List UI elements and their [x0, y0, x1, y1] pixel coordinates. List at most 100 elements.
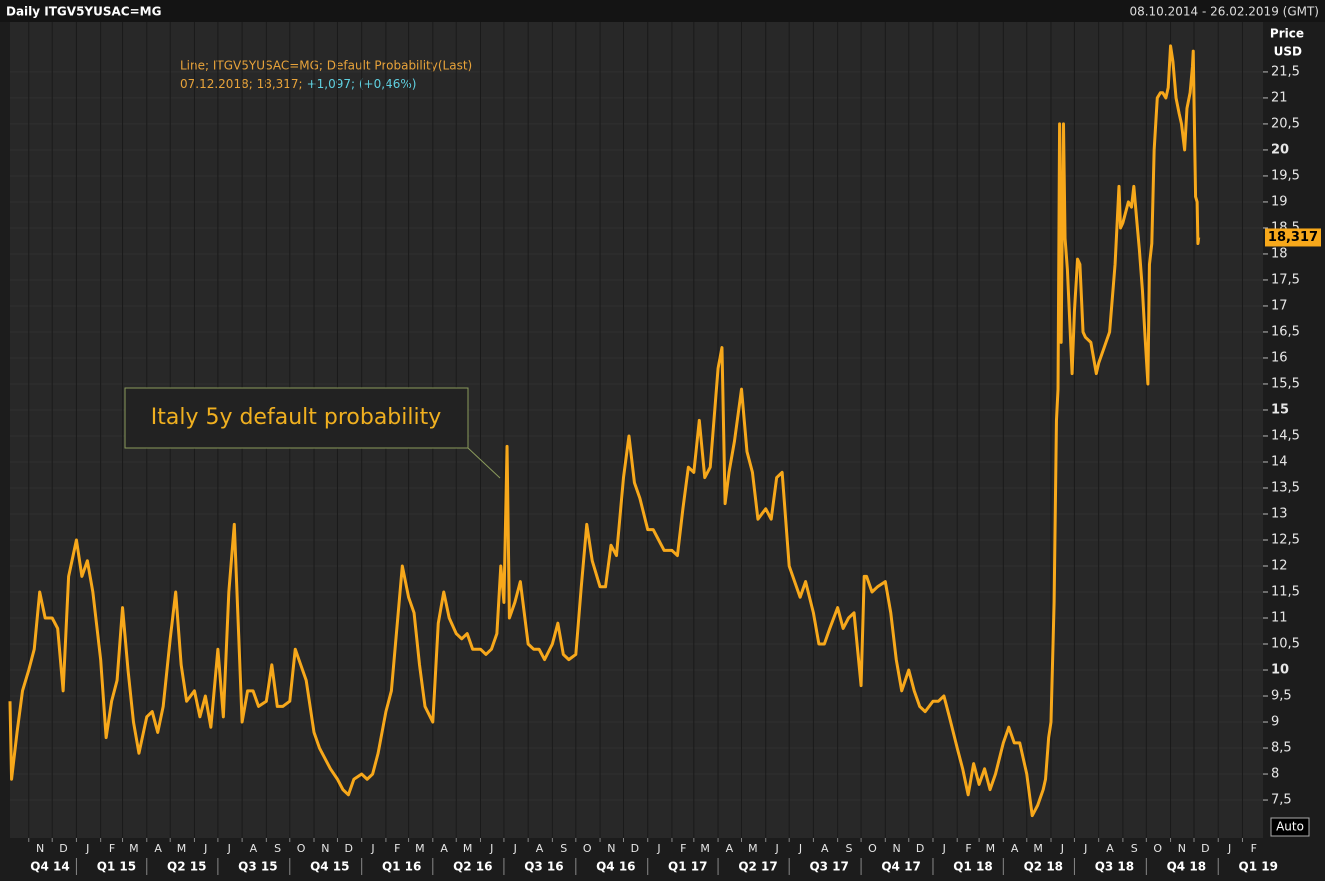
x-tick-label: J	[1060, 842, 1064, 855]
callout-leader	[467, 447, 501, 479]
x-tick-label: M	[415, 842, 425, 855]
y-tick-label: 14,5	[1271, 428, 1300, 443]
x-tick-label: J	[774, 842, 778, 855]
y-tick-label: 19,5	[1271, 168, 1300, 183]
y-axis-label: Price	[1270, 27, 1304, 41]
info-last: 07.12.2018; 18,317;	[180, 77, 303, 91]
y-tick-label: 7,5	[1271, 793, 1292, 808]
x-tick-label: N	[893, 842, 901, 855]
y-tick-label: 13,5	[1271, 480, 1300, 495]
y-tick-label: 10,5	[1271, 637, 1300, 652]
chart-title: Daily ITGV5YUSAC=MG	[6, 5, 161, 19]
x-tick-label: J	[85, 842, 89, 855]
callout-text: Italy 5y default probability	[151, 405, 442, 430]
y-tick-label: 12,5	[1271, 532, 1300, 547]
quarter-label: Q1 19	[1239, 860, 1278, 874]
x-tick-label: M	[463, 842, 473, 855]
date-range: 08.10.2014 - 26.02.2019 (GMT)	[1129, 5, 1319, 19]
info-values: 07.12.2018; 18,317; +1,097; (+0,46%)	[180, 77, 416, 91]
x-tick-label: M	[1033, 842, 1043, 855]
x-tick-label: M	[177, 842, 187, 855]
quarter-label: Q2 17	[738, 860, 777, 874]
quarter-label: Q1 15	[97, 860, 136, 874]
last-value-tag	[1265, 228, 1321, 247]
y-tick-label: 11	[1271, 611, 1288, 626]
x-tick-label: O	[583, 842, 592, 855]
x-tick-label: M	[748, 842, 758, 855]
quarter-label: Q1 17	[668, 860, 707, 874]
x-tick-label: N	[1178, 842, 1186, 855]
y-tick-label: 19	[1271, 194, 1288, 209]
x-tick-label: M	[986, 842, 996, 855]
data-line	[8, 44, 1201, 818]
y-tick-label: 9	[1271, 715, 1279, 730]
y-tick-label: 18	[1271, 246, 1288, 261]
last-value-label: 18,317	[1268, 230, 1318, 245]
y-axis-unit: USD	[1274, 45, 1302, 59]
y-tick-label: 14	[1271, 454, 1288, 469]
x-tick-label: D	[59, 842, 67, 855]
quarter-label: Q2 16	[453, 860, 492, 874]
callout-box	[124, 387, 469, 449]
x-tick-label: S	[845, 842, 852, 855]
x-tick-label: J	[942, 842, 946, 855]
auto-button[interactable]	[1270, 817, 1310, 837]
y-tick-label: 15	[1271, 402, 1289, 417]
y-tick-label: 8	[1271, 767, 1279, 782]
y-tick-label: 10	[1271, 663, 1289, 678]
x-tick-label: F	[1251, 842, 1257, 855]
x-tick-label: J	[1227, 842, 1231, 855]
x-tick-label: J	[370, 842, 374, 855]
x-tick-label: A	[1106, 842, 1114, 855]
x-tick-label: O	[297, 842, 306, 855]
auto-button-label[interactable]: Auto	[1276, 820, 1304, 834]
x-tick-label: O	[1153, 842, 1162, 855]
quarter-label: Q2 18	[1024, 860, 1063, 874]
quarter-label: Q2 15	[167, 860, 206, 874]
quarter-label: Q3 15	[238, 860, 277, 874]
x-tick-label: J	[513, 842, 517, 855]
y-tick-label: 16,5	[1271, 324, 1300, 339]
info-line: Line; ITGV5YUSAC=MG; Default Probability…	[180, 59, 472, 73]
x-tick-label: S	[560, 842, 567, 855]
x-tick-label: F	[109, 842, 115, 855]
x-tick-label: J	[798, 842, 802, 855]
quarter-label: Q4 17	[881, 860, 920, 874]
y-tick-label: 12	[1271, 559, 1288, 574]
x-tick-label: A	[821, 842, 829, 855]
x-tick-label: A	[250, 842, 258, 855]
quarter-label: Q4 15	[310, 860, 349, 874]
y-tick-label: 17	[1271, 298, 1288, 313]
x-tick-label: F	[680, 842, 686, 855]
x-tick-label: D	[631, 842, 639, 855]
x-tick-label: J	[489, 842, 493, 855]
x-tick-label: D	[345, 842, 353, 855]
y-tick-label: 21	[1271, 90, 1288, 105]
quarter-label: Q1 18	[953, 860, 992, 874]
y-tick-label: 16	[1271, 350, 1288, 365]
y-tick-label: 20	[1271, 142, 1289, 157]
x-tick-label: N	[321, 842, 329, 855]
x-tick-label: S	[1131, 842, 1138, 855]
quarter-label: Q4 18	[1167, 860, 1206, 874]
x-tick-label: F	[965, 842, 971, 855]
x-tick-label: M	[700, 842, 710, 855]
quarter-label: Q3 17	[809, 860, 848, 874]
x-tick-label: A	[536, 842, 544, 855]
x-tick-label: D	[1201, 842, 1209, 855]
x-tick-label: J	[203, 842, 207, 855]
x-tick-label: A	[1011, 842, 1019, 855]
quarter-label: Q3 16	[524, 860, 563, 874]
y-tick-label: 13	[1271, 506, 1288, 521]
x-tick-label: A	[154, 842, 162, 855]
marks: 18,317	[8, 44, 1321, 818]
header-bar	[0, 0, 1325, 22]
y-tick-label: 17,5	[1271, 272, 1300, 287]
y-tick-label: 20,5	[1271, 116, 1300, 131]
y-tick-label: 9,5	[1271, 689, 1292, 704]
quarter-label: Q4 16	[596, 860, 635, 874]
quarter-label: Q1 16	[382, 860, 421, 874]
x-tick-label: J	[227, 842, 231, 855]
x-tick-label: M	[129, 842, 139, 855]
